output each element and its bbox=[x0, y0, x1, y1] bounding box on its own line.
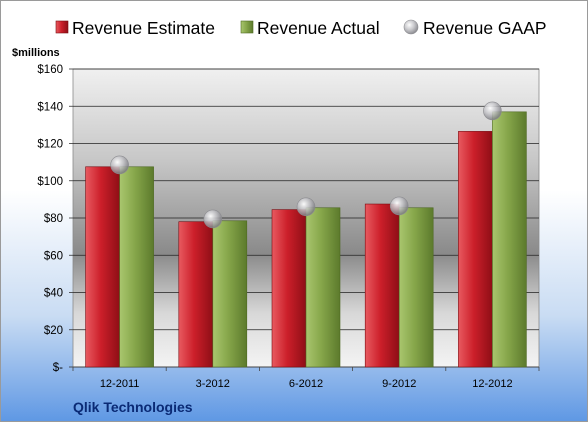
bar-revenue-estimate bbox=[271, 209, 307, 368]
bar-revenue-actual bbox=[212, 220, 248, 368]
company-name: Qlik Technologies bbox=[73, 399, 193, 415]
y-tick-label: $140 bbox=[37, 101, 63, 113]
plot-area: $- $20 $40 $60 $80 $100 $120 $140 $160 12-2011 3-2… bbox=[37, 64, 540, 390]
x-tick-label: 12-2012 bbox=[472, 378, 512, 390]
bar-revenue-estimate bbox=[364, 203, 400, 368]
legend-label-gaap: Revenue GAAP bbox=[423, 18, 547, 38]
bar-revenue-actual bbox=[119, 166, 154, 368]
legend-label-actual: Revenue Actual bbox=[257, 18, 380, 38]
legend: Revenue Estimate Revenue Actual Revenue … bbox=[55, 18, 547, 38]
legend-label-estimate: Revenue Estimate bbox=[72, 18, 215, 38]
y-tick-label: $60 bbox=[44, 250, 63, 262]
y-unit-label: $millions bbox=[12, 47, 60, 59]
marker-revenue-gaap bbox=[296, 197, 316, 217]
y-tick-label: $- bbox=[53, 362, 63, 374]
legend-marker-gaap bbox=[403, 19, 419, 35]
x-tick-label: 3-2012 bbox=[196, 378, 230, 390]
marker-revenue-gaap bbox=[389, 196, 409, 216]
legend-swatch-actual bbox=[240, 20, 254, 34]
x-tick-label: 12-2011 bbox=[100, 378, 140, 390]
y-tick-label: $20 bbox=[44, 325, 63, 337]
y-tick-label: $40 bbox=[44, 288, 63, 300]
y-tick-label: $100 bbox=[37, 176, 63, 188]
marker-revenue-gaap bbox=[483, 101, 502, 121]
bar-revenue-actual bbox=[492, 111, 527, 368]
x-tick-label: 9-2012 bbox=[382, 378, 416, 390]
marker-revenue-gaap bbox=[203, 209, 223, 229]
legend-swatch-estimate bbox=[55, 20, 69, 34]
marker-revenue-gaap bbox=[110, 155, 129, 175]
bar-revenue-actual bbox=[305, 207, 341, 368]
x-tick-label: 6-2012 bbox=[289, 378, 323, 390]
bar-revenue-estimate bbox=[85, 166, 120, 368]
y-tick-label: $160 bbox=[37, 64, 63, 76]
y-tick-label: $80 bbox=[44, 213, 63, 225]
bar-revenue-estimate bbox=[178, 221, 214, 368]
bar-revenue-estimate bbox=[458, 131, 493, 368]
bar-revenue-actual bbox=[398, 207, 434, 368]
y-tick-label: $120 bbox=[37, 139, 63, 151]
